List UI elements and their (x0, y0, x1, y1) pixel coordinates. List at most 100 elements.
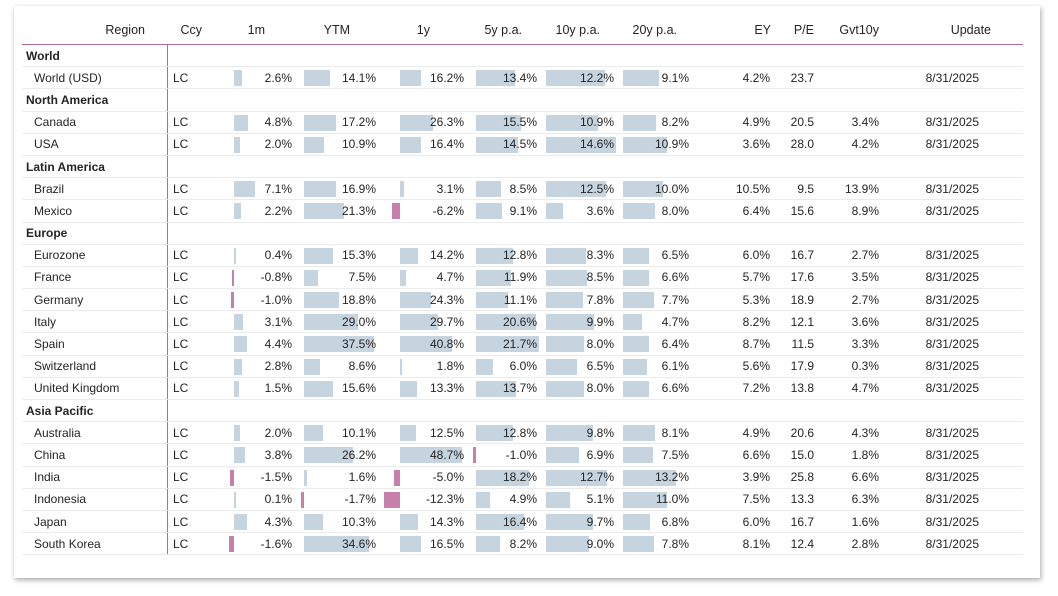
ytm-value: 37.5% (341, 337, 376, 352)
group-row[interactable]: World (22, 45, 1023, 68)
region-cell: United Kingdom (34, 381, 120, 396)
table-row[interactable]: World (USD) LC 2.6% 14.1% 16.2% 13.4% 12.2% 9.1… (22, 67, 1023, 90)
ytm-value: 26.2% (341, 447, 376, 462)
table-row[interactable]: Australia LC 2.0% 10.1% 12.5% 12.8% 9.8% 8.1% 4.… (22, 422, 1023, 445)
header-1m[interactable]: 1m (247, 23, 265, 37)
ytm-value: 7.5% (348, 270, 376, 285)
group-row[interactable]: Asia Pacific (22, 400, 1023, 423)
update-value: 8/31/2025 (925, 492, 979, 507)
group-row[interactable]: Europe (22, 223, 1023, 245)
table-row[interactable]: Italy LC 3.1% 29.0% 29.7% 20.6% 9.9% 4.7% 8.2% 12… (22, 311, 1023, 334)
ytm-bar (304, 469, 307, 486)
y5-value: 16.4% (502, 514, 537, 529)
m1-value: 4.3% (264, 514, 292, 529)
table-row[interactable]: USA LC 2.0% 10.9% 16.4% 14.5% 14.6% 10.9% 3.6% 28… (22, 134, 1023, 156)
currency-cell: LC (173, 292, 189, 307)
table-row[interactable]: United Kingdom LC 1.5% 15.6% 13.3% 13.7% 8.0% 6… (22, 378, 1023, 400)
y1-value: 4.7% (436, 270, 464, 285)
table-row[interactable]: Mexico LC 2.2% 21.3% -6.2% 9.1% 3.6% 8.0% 6.4% 15… (22, 200, 1023, 223)
m1-value: 3.1% (264, 314, 292, 329)
m1-value: 2.2% (264, 203, 292, 218)
table-row[interactable]: South Korea LC -1.6% 34.6% 16.5% 8.2% 9.0% 7.8%… (22, 533, 1023, 556)
ey-value: 5.7% (742, 270, 770, 285)
m1-bar (231, 292, 234, 309)
header-10y[interactable]: 10y p.a. (555, 23, 600, 37)
m1-bar (234, 114, 249, 131)
header-pe[interactable]: P/E (793, 23, 814, 37)
region-cell: Indonesia (34, 492, 87, 507)
table-row[interactable]: Spain LC 4.4% 37.5% 40.8% 21.7% 8.0% 6.4% 8.7% 11… (22, 333, 1023, 356)
m1-bar (234, 70, 242, 87)
y1-value: 1.8% (436, 359, 464, 374)
pe-value: 12.1 (790, 314, 814, 329)
y1-bar (400, 447, 462, 464)
y1-value: 29.7% (429, 314, 464, 329)
y5-value: 15.5% (502, 115, 537, 130)
y1-value: 24.3% (429, 292, 464, 307)
ey-value: 7.5% (742, 492, 770, 507)
y1-value: 14.2% (429, 248, 464, 263)
header-update[interactable]: Update (950, 23, 991, 37)
m1-value: 2.6% (264, 70, 292, 85)
y10-bar (546, 247, 586, 264)
header-ytm[interactable]: YTM (323, 23, 350, 37)
y10-value: 10.9% (579, 115, 614, 130)
y10-value: 6.5% (586, 359, 614, 374)
header-5y[interactable]: 5y p.a. (484, 23, 522, 37)
y10-bar (546, 114, 599, 131)
m1-bar (229, 469, 234, 486)
m1-value: -0.8% (260, 270, 292, 285)
pe-value: 9.5 (797, 181, 814, 196)
y20-bar (623, 380, 650, 397)
group-row[interactable]: Latin America (22, 156, 1023, 179)
y10-value: 6.9% (586, 447, 614, 462)
y20-value: 6.5% (661, 248, 689, 263)
table-row[interactable]: France LC -0.8% 7.5% 4.7% 11.9% 8.5% 6.6% 5.7% 17… (22, 267, 1023, 290)
header-20y[interactable]: 20y p.a. (632, 23, 677, 37)
y10-bar (546, 380, 585, 397)
m1-bar (234, 336, 248, 353)
update-value: 8/31/2025 (925, 337, 979, 352)
gvt-value: 1.6% (851, 514, 879, 529)
y5-value: 6.0% (509, 359, 537, 374)
header-gvt10y[interactable]: Gvt10y (839, 23, 879, 37)
y20-bar (623, 269, 650, 286)
group-row[interactable]: North America (22, 89, 1023, 112)
table-row[interactable]: Germany LC -1.0% 18.8% 24.3% 11.1% 7.8% 7.7% 5.3… (22, 289, 1023, 312)
currency-cell: LC (173, 270, 189, 285)
table-row[interactable]: Eurozone LC 0.4% 15.3% 14.2% 12.8% 8.3% 6.5% 6.0… (22, 245, 1023, 267)
table-row[interactable]: China LC 3.8% 26.2% 48.7% -1.0% 6.9% 7.5% 6.6% 15… (22, 444, 1023, 467)
header-ey[interactable]: EY (754, 23, 771, 37)
currency-cell: LC (173, 447, 189, 462)
table-row[interactable]: Indonesia LC 0.1% -1.7% -12.3% 4.9% 5.1% 11.0% 7… (22, 489, 1023, 511)
header-ccy[interactable]: Ccy (180, 23, 202, 37)
table-row[interactable]: India LC -1.5% 1.6% -5.0% 18.2% 12.7% 13.2% 3.9%… (22, 467, 1023, 489)
y1-value: -5.0% (432, 470, 464, 485)
y5-bar (473, 447, 476, 464)
m1-value: 3.8% (264, 447, 292, 462)
region-cell: World (USD) (34, 70, 102, 85)
header-region[interactable]: Region (105, 23, 145, 37)
update-value: 8/31/2025 (925, 536, 979, 551)
y20-value: 11.0% (655, 492, 689, 507)
table-row[interactable]: Brazil LC 7.1% 16.9% 3.1% 8.5% 12.5% 10.0% 10.5%… (22, 178, 1023, 201)
update-value: 8/31/2025 (925, 381, 979, 396)
y5-value: 12.8% (502, 425, 537, 440)
y20-value: 9.1% (661, 70, 689, 85)
m1-bar (231, 269, 234, 286)
ey-value: 3.6% (742, 137, 770, 152)
header-1y[interactable]: 1y (416, 23, 430, 37)
gvt-value: 4.3% (851, 425, 879, 440)
table-row[interactable]: Switzerland LC 2.8% 8.6% 1.8% 6.0% 6.5% 6.1% 5.6… (22, 356, 1023, 378)
ytm-bar (304, 70, 331, 87)
table-row[interactable]: Japan LC 4.3% 10.3% 14.3% 16.4% 9.7% 6.8% 6.0% 16… (22, 511, 1023, 534)
y1-value: 12.5% (429, 425, 464, 440)
gvt-value: 4.2% (851, 137, 879, 152)
currency-cell: LC (173, 425, 189, 440)
y10-bar (546, 536, 590, 553)
gvt-value: 6.6% (851, 470, 879, 485)
ytm-value: 15.6% (341, 381, 376, 396)
pe-value: 12.4 (790, 536, 814, 551)
table-row[interactable]: Canada LC 4.8% 17.2% 26.3% 15.5% 10.9% 8.2% 4.9%… (22, 112, 1023, 134)
ytm-value: 10.1% (341, 425, 376, 440)
